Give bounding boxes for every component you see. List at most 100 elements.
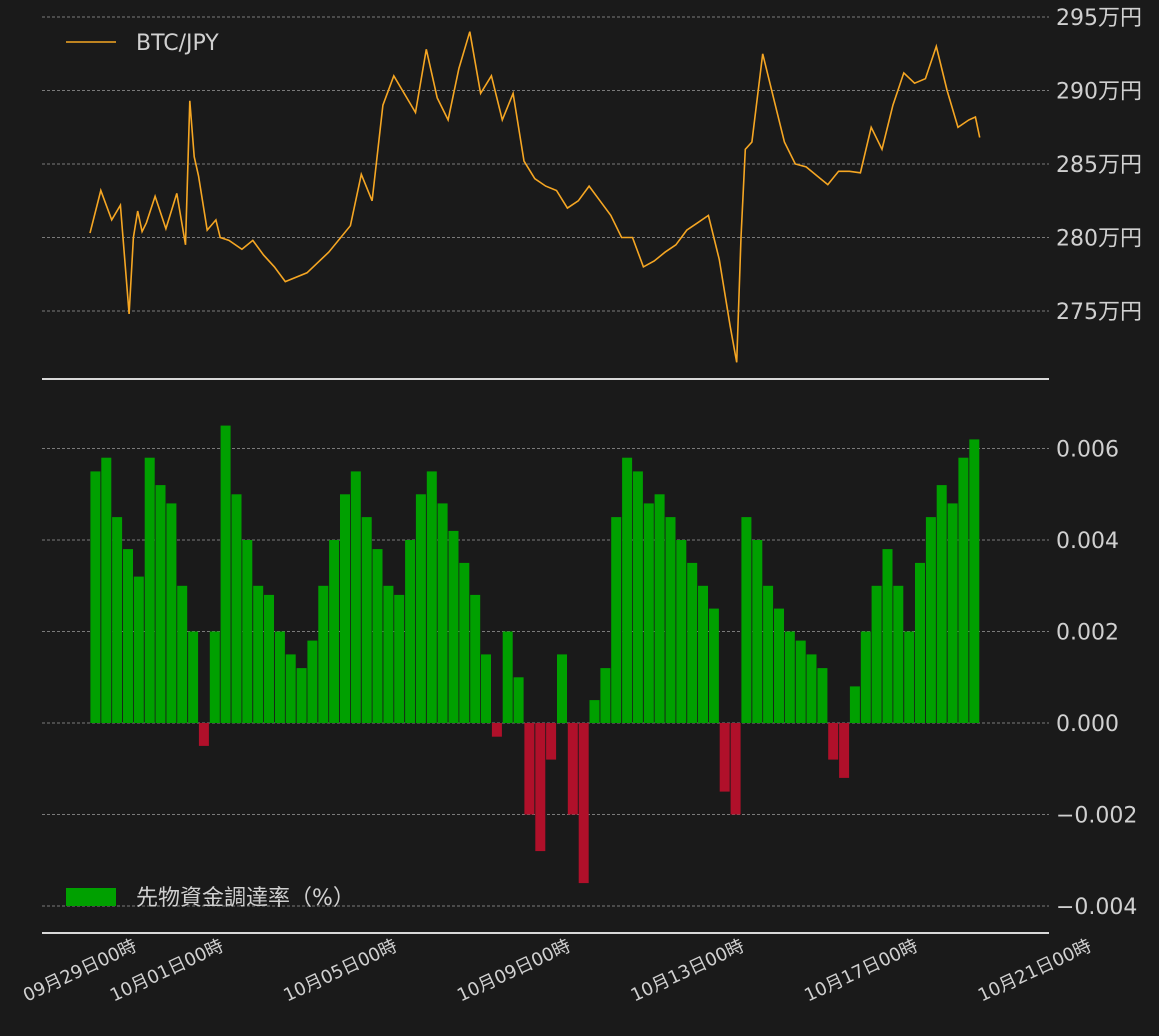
funding-rate-bar [361, 517, 372, 723]
funding-rate-bar [144, 457, 155, 723]
funding-rate-bar [123, 549, 133, 723]
funding-rate-bar [969, 439, 980, 723]
funding-rate-bar [448, 530, 459, 723]
funding-rate-bar [676, 540, 687, 723]
funding-rate-bar [426, 471, 437, 723]
price-y-axis: 275万円 280万円 285万円 290万円 295万円 [1056, 6, 1142, 325]
funding-rate-bar [849, 686, 860, 723]
funding-rate-bar [372, 549, 383, 723]
price-y-tick-label: 280万円 [1056, 227, 1142, 252]
funding-rate-bar [264, 594, 274, 723]
funding-rate-bar [112, 517, 123, 723]
funding-rate-bar [198, 723, 209, 746]
price-y-tick-label: 285万円 [1056, 153, 1142, 178]
funding-rate-bar [133, 576, 144, 723]
price-y-tick-label: 290万円 [1056, 80, 1142, 105]
price-legend-label: BTC/JPY [136, 31, 219, 56]
funding-rate-bar [915, 562, 925, 723]
funding-rate-bar [231, 494, 242, 724]
funding-rate-bar [470, 594, 481, 723]
funding-rate-bar [600, 668, 611, 723]
funding-rate-bar [394, 594, 405, 723]
funding-rate-bar [491, 723, 502, 737]
funding-rate-bar [307, 640, 318, 723]
funding-rate-bar [774, 608, 784, 723]
funding-rate-bar [535, 723, 546, 852]
funding-rate-bar [502, 631, 513, 723]
funding-rate-bar [101, 457, 112, 723]
funding-panel: −0.004 −0.002 0.000 0.002 0.004 0.006 先物資金調達率… [42, 425, 1137, 921]
funding-legend: 先物資金調達率（%） [66, 886, 355, 911]
funding-y-tick-label: 0.004 [1056, 529, 1119, 554]
price-y-tick-label: 295万円 [1056, 6, 1142, 31]
price-grid [42, 16, 1049, 312]
funding-rate-bar [698, 585, 708, 724]
funding-rate-bar [763, 585, 774, 724]
funding-y-tick-label: −0.004 [1056, 895, 1137, 920]
funding-rate-bar [437, 503, 448, 723]
funding-rate-bar [481, 654, 491, 723]
funding-rate-bar [654, 494, 665, 724]
funding-rate-bar [513, 677, 524, 724]
funding-rate-bar [893, 585, 904, 724]
funding-rate-bar [589, 700, 600, 723]
funding-rate-bar [752, 540, 763, 723]
funding-rate-bar [665, 517, 676, 723]
funding-rate-bar [958, 457, 969, 723]
funding-rate-bar [828, 723, 839, 760]
funding-rate-bar [296, 668, 307, 723]
funding-rate-bar [643, 503, 654, 723]
funding-rate-bar [546, 723, 557, 760]
funding-rate-bar [209, 631, 220, 723]
funding-rate-bar [155, 485, 166, 723]
btc-jpy-price-line [89, 31, 981, 363]
price-y-tick-label: 275万円 [1056, 300, 1142, 325]
funding-rate-bar [220, 425, 231, 723]
funding-rate-bar [415, 494, 426, 724]
funding-rate-bar [904, 631, 915, 723]
funding-rate-bar [860, 631, 871, 723]
funding-rate-bar [383, 585, 394, 724]
funding-rate-bar [578, 723, 589, 884]
funding-rate-bar [871, 585, 882, 724]
funding-rate-bar [567, 723, 578, 815]
funding-rate-bar [687, 562, 698, 723]
funding-rate-bar [806, 654, 817, 723]
funding-rate-bar [405, 540, 416, 723]
funding-rate-bar [936, 485, 947, 723]
funding-rate-bar [177, 585, 188, 724]
funding-rate-bar [632, 471, 643, 723]
funding-rate-bar [459, 562, 470, 723]
funding-rate-bar [188, 631, 199, 723]
funding-rate-bar [285, 654, 296, 723]
funding-legend-label: 先物資金調達率（%） [136, 886, 355, 911]
funding-rate-bar [242, 540, 253, 723]
funding-rate-bar [730, 723, 741, 815]
funding-rate-bar [274, 631, 285, 723]
funding-rate-bar [611, 517, 622, 723]
funding-y-tick-label: 0.002 [1056, 621, 1119, 646]
funding-rate-bar [340, 494, 350, 724]
funding-y-tick-label: −0.002 [1056, 804, 1137, 829]
funding-rate-bar [925, 517, 936, 723]
funding-rate-bar [708, 608, 719, 723]
funding-y-tick-label: 0.000 [1056, 712, 1119, 737]
funding-rate-bar [741, 517, 752, 723]
funding-y-axis: −0.004 −0.002 0.000 0.002 0.004 0.006 [1056, 438, 1137, 921]
funding-rate-bar [350, 471, 361, 723]
funding-rate-bar [166, 503, 177, 723]
funding-rate-bar [524, 723, 535, 815]
funding-rate-bar [557, 654, 567, 723]
funding-legend-swatch [66, 888, 116, 906]
price-panel: 275万円 280万円 285万円 290万円 295万円 BTC/JPY [42, 6, 1142, 363]
funding-rate-bar [90, 471, 101, 723]
funding-rate-bar [318, 585, 329, 724]
funding-rate-bar [784, 631, 795, 723]
funding-rate-bar [817, 668, 828, 723]
funding-rate-bar [947, 503, 958, 723]
funding-rate-bar [253, 585, 264, 724]
funding-rate-bar [622, 457, 633, 723]
price-legend: BTC/JPY [66, 31, 219, 56]
funding-y-tick-label: 0.006 [1056, 438, 1119, 463]
